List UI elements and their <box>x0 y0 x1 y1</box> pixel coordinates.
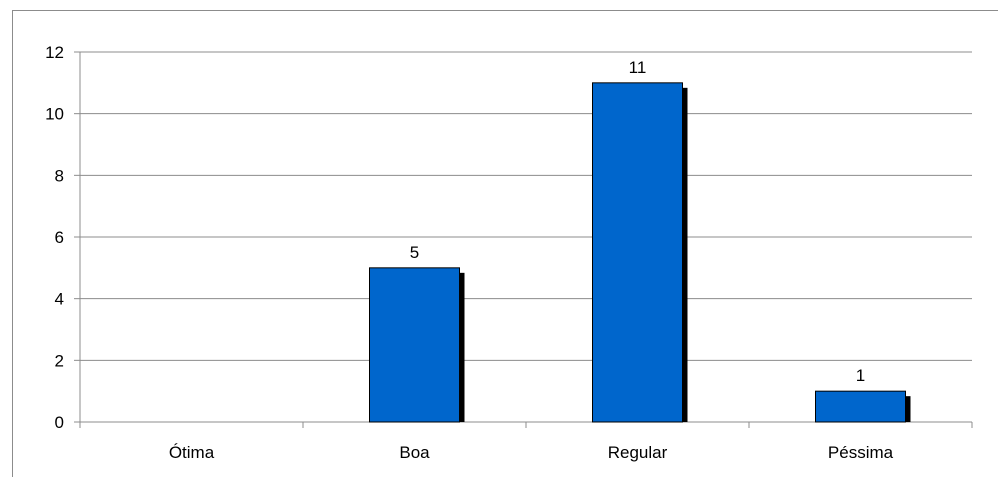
data-label: 11 <box>629 58 647 77</box>
y-tick-label: 4 <box>55 290 64 309</box>
y-tick-label: 6 <box>55 228 64 247</box>
y-tick-labels: 0 2 4 6 8 10 12 <box>45 43 64 432</box>
y-tick-label: 10 <box>45 105 64 124</box>
bar <box>815 390 906 423</box>
axes <box>74 51 973 428</box>
y-tick-label: 8 <box>55 166 64 185</box>
y-tick-label: 12 <box>45 43 64 62</box>
chart-frame <box>12 10 998 477</box>
data-label: 1 <box>856 366 865 385</box>
y-tick-label: 0 <box>55 413 64 432</box>
data-label: 5 <box>410 243 419 262</box>
x-category-labels: Ótima Boa Regular Péssima <box>169 443 894 462</box>
bar <box>369 267 460 423</box>
bar <box>592 82 683 423</box>
x-category-label: Péssima <box>828 443 894 462</box>
y-tick-label: 2 <box>55 351 64 370</box>
gridlines <box>80 51 972 361</box>
bars <box>369 82 911 423</box>
x-category-label: Regular <box>608 443 668 462</box>
x-category-label: Boa <box>399 443 430 462</box>
x-category-label: Ótima <box>169 443 215 462</box>
